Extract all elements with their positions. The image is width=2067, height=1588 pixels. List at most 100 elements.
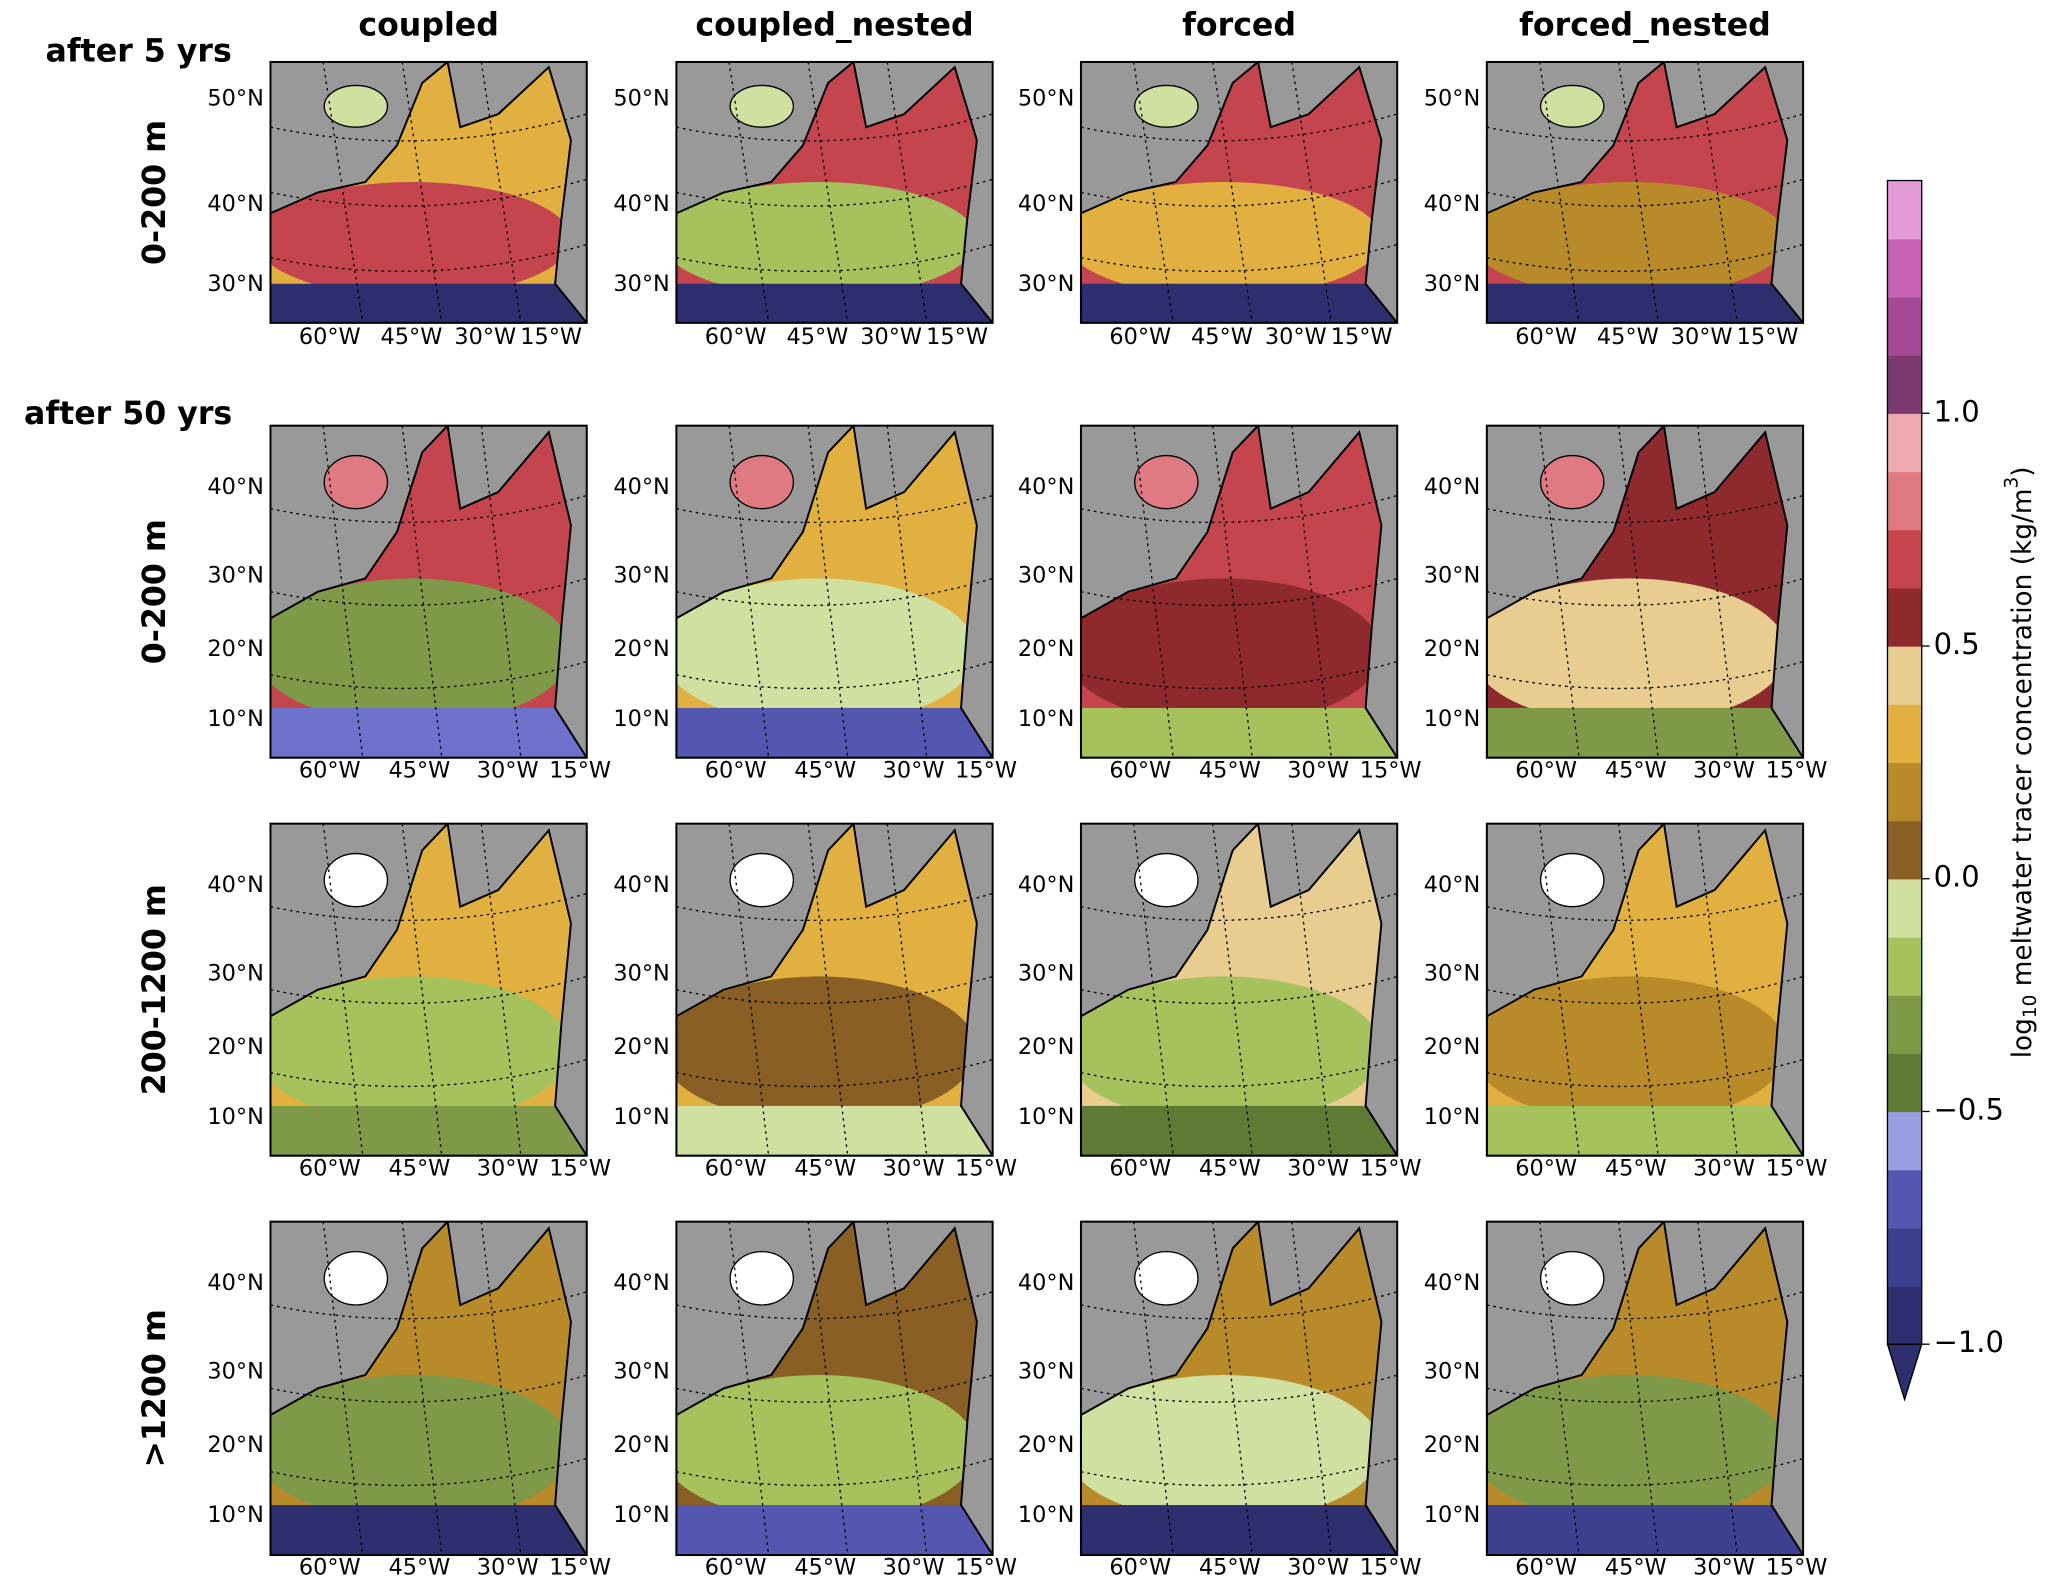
coastline (1080, 823, 1398, 1156)
graticule (1080, 1374, 1398, 1403)
lat-label: 30°N (613, 562, 669, 588)
field-mid (676, 578, 977, 725)
field-mid (270, 1375, 571, 1522)
lon-label: 60°W (705, 324, 767, 350)
lat-label: 30°N (207, 1358, 263, 1384)
lat-label: 30°N (613, 271, 669, 297)
map-panel (270, 823, 587, 1156)
graticule (1486, 1058, 1804, 1088)
graticule (270, 178, 587, 207)
lat-label: 40°N (613, 1270, 669, 1296)
field-south (1080, 1105, 1398, 1156)
graticule (1212, 61, 1253, 323)
field-south (270, 283, 587, 323)
hudson-bay (729, 84, 795, 128)
field-south (270, 1105, 587, 1156)
map-panel (270, 1221, 587, 1556)
graticule (1697, 425, 1738, 758)
graticule (1486, 660, 1804, 690)
lon-label: 60°W (1109, 1555, 1171, 1581)
graticule (480, 823, 522, 1156)
field-mid (270, 976, 571, 1123)
panel-frame (1079, 424, 1399, 759)
lat-label: 20°N (207, 636, 263, 662)
lon-label: 15°W (1360, 1155, 1422, 1181)
colorbar-band (1887, 587, 1922, 647)
lon-label: 60°W (299, 1155, 361, 1181)
lon-label: 30°W (454, 324, 516, 350)
lon-label: 15°W (520, 324, 582, 350)
graticule (1486, 1374, 1804, 1403)
lon-label: 30°W (1671, 324, 1733, 350)
colorbar-band (1887, 529, 1922, 589)
graticule (270, 113, 587, 142)
coastline (676, 425, 993, 758)
lon-label: 30°W (1265, 324, 1327, 350)
lat-label: 40°N (207, 1270, 263, 1296)
hudson-bay (729, 1250, 795, 1306)
graticule (322, 425, 364, 758)
lat-label: 10°N (1018, 706, 1074, 732)
lat-label: 40°N (1424, 1270, 1480, 1296)
lon-label: 45°W (794, 757, 856, 783)
field-south (1486, 707, 1804, 758)
graticule (270, 1374, 587, 1403)
graticule (1080, 178, 1398, 207)
lat-label: 10°N (1424, 1104, 1480, 1130)
field-mid (1486, 976, 1788, 1123)
graticule (1538, 425, 1580, 758)
colorbar-band (1887, 296, 1922, 356)
graticule (886, 425, 928, 758)
graticule (322, 823, 364, 1156)
colorbar-label-part: 3 (2002, 477, 2023, 489)
hudson-bay (1134, 1250, 1199, 1306)
graticule (1486, 577, 1804, 607)
lon-label: 60°W (299, 757, 361, 783)
map-panel (676, 425, 993, 758)
panel-frame (1079, 822, 1399, 1157)
graticule (322, 61, 364, 323)
lat-label: 40°N (1424, 474, 1480, 500)
lat-label: 20°N (1424, 1432, 1480, 1458)
lat-label: 10°N (1018, 1502, 1074, 1528)
depth-label: >1200 m (137, 1309, 173, 1467)
graticule (1486, 178, 1804, 207)
field-south (1080, 707, 1398, 758)
panel-frame (1079, 60, 1399, 324)
lat-label: 30°N (613, 960, 669, 986)
depth-label: 0-200 m (137, 519, 173, 664)
field-mid (676, 1375, 977, 1522)
colorbar-tick-label: −1.0 (1934, 1325, 2004, 1359)
coastline (270, 1221, 587, 1556)
lon-label: 45°W (794, 1555, 856, 1581)
field-south (676, 1505, 993, 1556)
lat-label: 10°N (613, 706, 669, 732)
lon-label: 45°W (1605, 757, 1667, 783)
lon-label: 45°W (1597, 324, 1659, 350)
colorbar-frame (1886, 179, 1923, 1345)
map-panel (1080, 425, 1398, 758)
coastline (1486, 1221, 1804, 1556)
field-south (1080, 1505, 1398, 1556)
lon-label: 30°W (1693, 1155, 1755, 1181)
colorbar-band (1887, 995, 1922, 1054)
graticule (728, 823, 770, 1156)
column-title: coupled (358, 7, 498, 43)
field-mid (676, 976, 977, 1123)
coastline (1080, 1221, 1398, 1556)
lon-label: 15°W (955, 1555, 1017, 1581)
graticule (676, 113, 993, 142)
colorbar-band (1887, 762, 1922, 822)
coastline (1080, 425, 1398, 758)
lon-label: 45°W (794, 1155, 856, 1181)
lon-label: 45°W (1199, 1155, 1261, 1181)
field-mid (1486, 1375, 1788, 1522)
map-panel (1486, 61, 1804, 323)
map-panel (1486, 1221, 1804, 1556)
panel-frame (269, 1220, 588, 1557)
graticule (270, 1457, 587, 1487)
lon-label: 45°W (1191, 324, 1253, 350)
graticule (1212, 425, 1253, 758)
panel-frame (1485, 1220, 1805, 1557)
lat-label: 20°N (1424, 1034, 1480, 1060)
